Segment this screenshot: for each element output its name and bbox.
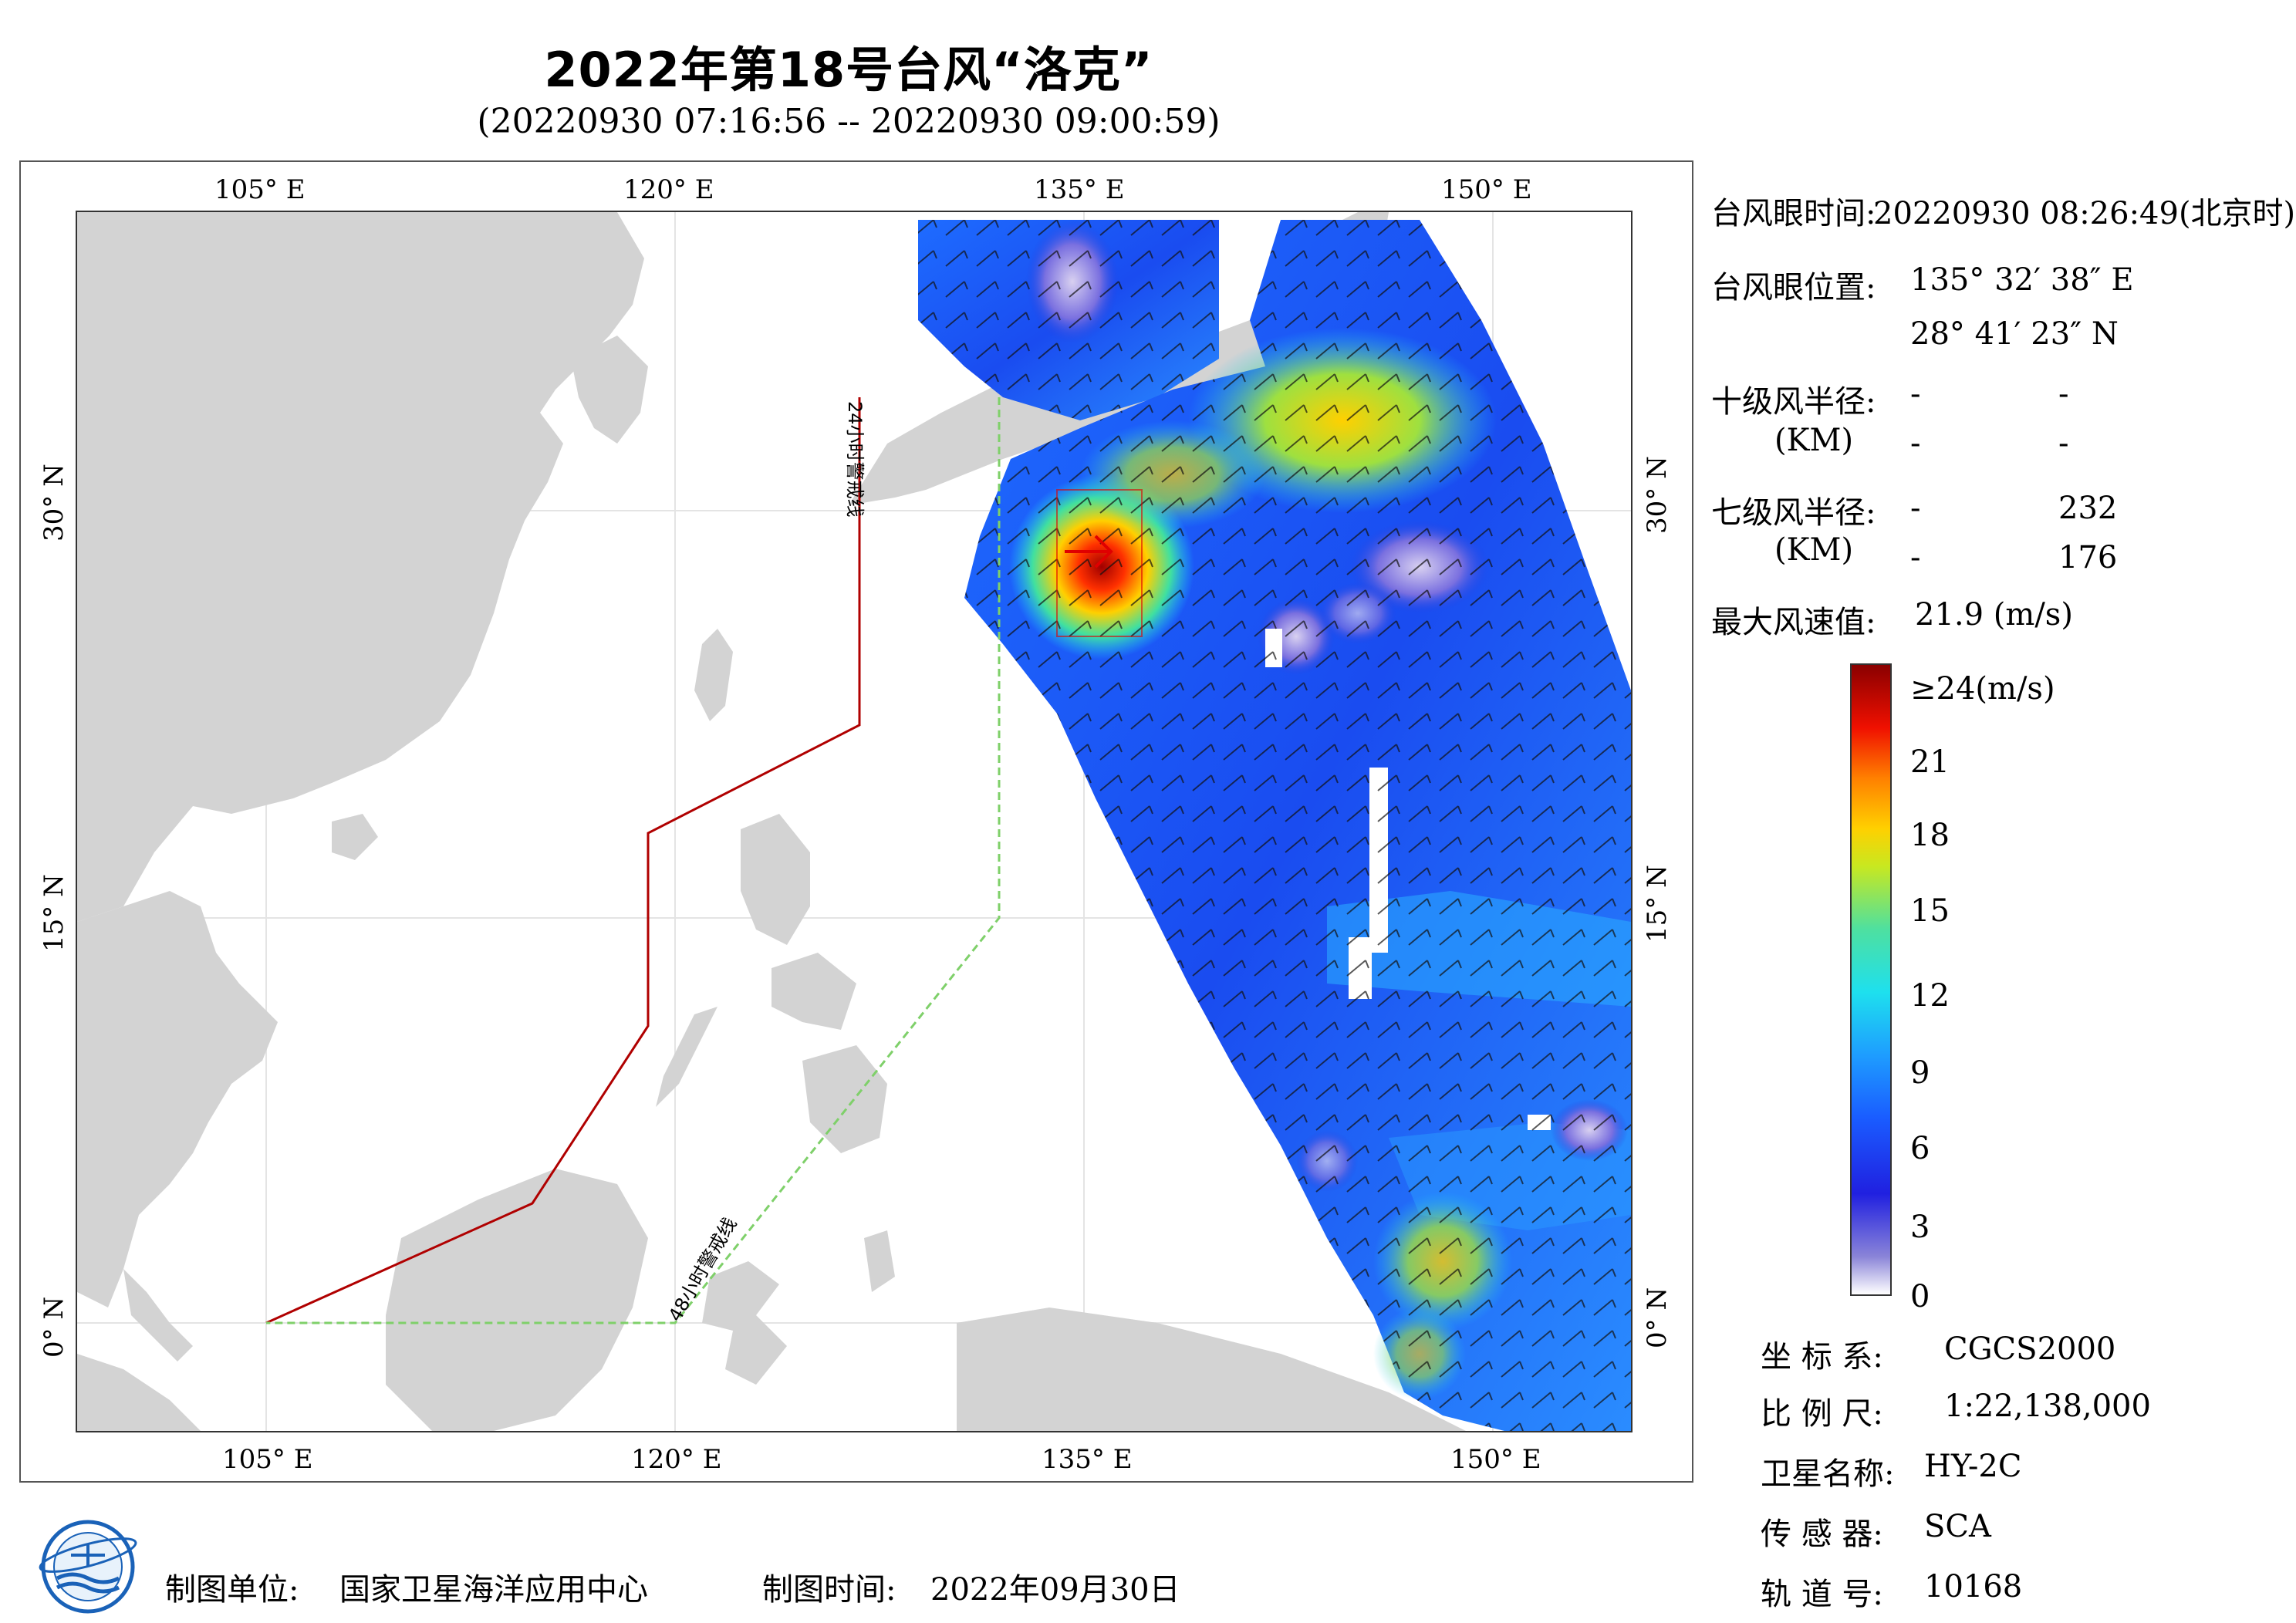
coord-value: CGCS2000 — [1944, 1331, 2116, 1367]
land-sulawesi — [702, 1261, 787, 1385]
sensor-label: 传 感 器: — [1761, 1517, 1883, 1552]
orbit-label: 轨 道 号: — [1761, 1577, 1883, 1612]
land-malay — [123, 1269, 193, 1361]
map-subtitle: (20220930 07:16:56 -- 20220930 09:00:59) — [477, 102, 1221, 141]
map-canvas: 24小时警戒线 48小时警戒线 — [77, 212, 1631, 1431]
r10-label: 十级风半径: — [1711, 384, 1876, 420]
r10-km: (KM) — [1774, 423, 1854, 458]
bottom-tick-150: 150° E — [1450, 1444, 1541, 1475]
agency-logo — [34, 1517, 142, 1617]
maxwind-label: 最大风速值: — [1711, 605, 1876, 640]
land-borneo — [386, 1169, 648, 1431]
land-visayas — [772, 953, 856, 1030]
right-tick-0n: 0° N — [1642, 1287, 1673, 1348]
r7-value-1: - — [1910, 491, 1921, 526]
top-tick-120: 120° E — [623, 174, 714, 205]
scale-value: 1:22,138,000 — [1944, 1388, 2151, 1424]
colorbar-label-9: 9 — [1910, 1055, 1930, 1091]
colorbar-label-18: 18 — [1910, 818, 1950, 853]
footer-unit-label: 制图单位: — [165, 1572, 299, 1608]
footer-time-label: 制图时间: — [762, 1572, 896, 1608]
land-korea — [571, 336, 648, 444]
eye-time-value: 20220930 08:26:49(北京时) — [1873, 196, 2296, 231]
bottom-tick-120: 120° E — [631, 1444, 722, 1475]
colorbar-label-12: 12 — [1910, 978, 1950, 1014]
top-tick-150: 150° E — [1441, 174, 1532, 205]
r7-value-3: - — [1910, 540, 1921, 575]
eye-lon: 135° 32′ 38″ E — [1910, 262, 2134, 298]
r7-km: (KM) — [1774, 532, 1854, 568]
footer-unit-value: 国家卫星海洋应用中心 — [339, 1572, 648, 1608]
left-tick-0n: 0° N — [39, 1296, 69, 1358]
left-tick-30n: 30° N — [39, 464, 69, 542]
land-newguinea — [957, 1308, 1466, 1431]
land-halmahera — [864, 1230, 895, 1292]
r10-value-1: - — [1910, 376, 1921, 412]
right-tick-15n: 15° N — [1642, 865, 1673, 943]
maxwind-value: 21.9 (m/s) — [1915, 597, 2073, 633]
warning-line-48h — [266, 397, 1001, 1324]
land-china — [77, 212, 644, 922]
land-mindanao — [802, 1045, 887, 1153]
warning-line-24h — [265, 397, 861, 1324]
r7-value-4: 176 — [2058, 540, 2118, 575]
sensor-value: SCA — [1924, 1509, 1991, 1544]
eye-lat: 28° 41′ 23″ N — [1910, 316, 2119, 352]
land-indochina — [77, 891, 278, 1308]
top-tick-135: 135° E — [1034, 174, 1125, 205]
land-taiwan — [694, 629, 733, 721]
eye-time-label: 台风眼时间: — [1711, 196, 1876, 231]
map-frame — [19, 160, 1693, 1483]
r10-value-4: - — [2058, 426, 2069, 461]
warning-line-24h-label: 24小时警戒线 — [844, 401, 866, 518]
bottom-tick-105: 105° E — [222, 1444, 313, 1475]
coord-label: 坐 标 系: — [1761, 1339, 1883, 1375]
colorbar-label-0: 0 — [1910, 1279, 1930, 1314]
satellite-label: 卫星名称: — [1761, 1456, 1895, 1492]
scale-label: 比 例 尺: — [1761, 1396, 1883, 1432]
colorbar-label-21: 21 — [1910, 744, 1950, 780]
top-tick-105: 105° E — [214, 174, 306, 205]
r10-value-3: - — [1910, 426, 1921, 461]
colorbar-label-3: 3 — [1910, 1210, 1930, 1245]
right-tick-30n: 30° N — [1642, 456, 1673, 534]
satellite-value: HY-2C — [1924, 1449, 2022, 1484]
typhoon-center-marker — [1065, 535, 1113, 569]
orbit-value: 10168 — [1924, 1569, 2023, 1604]
land-sumatra — [77, 1354, 201, 1431]
r7-value-2: 232 — [2058, 491, 2118, 526]
colorbar-label-24: ≥24(m/s) — [1910, 671, 2055, 707]
left-tick-15n: 15° N — [39, 874, 69, 952]
footer-time-value: 2022年09月30日 — [930, 1572, 1180, 1608]
r10-value-2: - — [2058, 376, 2069, 412]
map-panel[interactable]: 24小时警戒线 48小时警戒线 — [76, 211, 1633, 1432]
land-palawan — [656, 1007, 718, 1107]
colorbar-label-6: 6 — [1910, 1131, 1930, 1166]
map-title: 2022年第18号台风“洛克” — [544, 42, 1153, 98]
land-hainan — [332, 814, 378, 860]
land-luzon — [741, 814, 810, 945]
colorbar — [1850, 663, 1892, 1296]
r7-label: 七级风半径: — [1711, 495, 1876, 531]
eye-pos-label: 台风眼位置: — [1711, 270, 1876, 305]
bottom-tick-135: 135° E — [1042, 1444, 1133, 1475]
colorbar-label-15: 15 — [1910, 893, 1950, 929]
wind-swath — [918, 220, 1631, 1431]
